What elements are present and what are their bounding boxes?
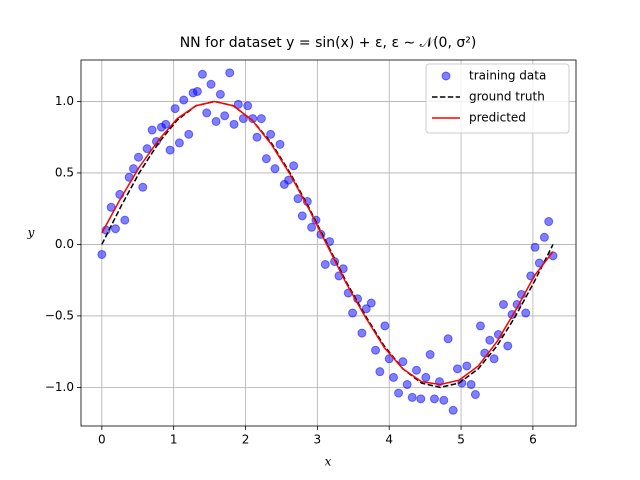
data-point <box>366 298 376 308</box>
data-point <box>120 215 130 225</box>
data-point <box>544 217 554 227</box>
y-tick-label: 0.0 <box>55 237 74 251</box>
data-point <box>371 345 381 355</box>
x-tick-label: 3 <box>314 433 322 447</box>
data-point <box>133 152 143 162</box>
data-point <box>498 299 508 309</box>
data-point <box>320 259 330 269</box>
legend-label: predicted <box>469 111 526 125</box>
data-point <box>485 335 495 345</box>
data-point <box>225 68 235 78</box>
data-point <box>389 372 399 382</box>
y-tick-label: 0.5 <box>55 165 74 179</box>
plot-frame <box>80 59 577 427</box>
data-point <box>503 341 513 351</box>
data-point <box>425 350 435 360</box>
data-point <box>539 232 549 242</box>
data-point <box>266 129 276 139</box>
data-point <box>161 119 171 129</box>
data-point <box>97 249 107 259</box>
y-axis-label: y <box>27 226 35 240</box>
x-tick-label: 5 <box>457 433 465 447</box>
data-point <box>211 116 221 126</box>
data-point <box>530 242 540 252</box>
data-point <box>220 111 230 121</box>
data-point <box>147 125 157 135</box>
data-point <box>289 161 299 171</box>
data-point <box>416 394 426 404</box>
data-point <box>179 95 189 105</box>
legend-label: training data <box>469 69 546 83</box>
x-tick-label: 0 <box>98 433 106 447</box>
line <box>101 100 554 389</box>
data-point <box>297 211 307 221</box>
data-point <box>466 380 476 390</box>
chart-title: NN for dataset y = sin(x) + ε, ε ∼ 𝒩(0, … <box>180 35 477 51</box>
data-point <box>248 114 258 124</box>
data-point <box>475 321 485 331</box>
data-point <box>462 361 472 371</box>
data-point <box>307 222 317 232</box>
data-point <box>439 395 449 405</box>
data-point <box>184 129 194 139</box>
data-point <box>128 164 138 174</box>
data-point <box>270 164 280 174</box>
data-point <box>256 114 266 124</box>
data-point <box>402 380 412 390</box>
y-tick-label: 1.0 <box>55 94 74 108</box>
data-point <box>110 224 120 234</box>
data-point <box>394 388 404 398</box>
data-point <box>192 86 202 96</box>
data-point <box>165 145 175 155</box>
data-point <box>521 308 531 318</box>
x-tick-label: 2 <box>242 433 250 447</box>
data-point <box>489 354 499 364</box>
data-point <box>170 104 180 114</box>
y-tick-label: −0.5 <box>45 308 74 322</box>
data-point <box>452 364 462 374</box>
data-point <box>202 108 212 118</box>
data-point <box>457 378 467 388</box>
data-point <box>443 334 453 344</box>
legend-marker <box>441 71 451 81</box>
data-point <box>448 405 458 415</box>
x-tick-label: 4 <box>385 433 393 447</box>
data-point <box>233 99 243 109</box>
y-tick-label: −1.0 <box>45 380 74 394</box>
data-point <box>429 394 439 404</box>
data-point <box>206 79 216 89</box>
data-point <box>261 154 271 164</box>
data-point <box>138 182 148 192</box>
data-point <box>197 69 207 79</box>
data-point <box>174 138 184 148</box>
legend-label: ground truth <box>469 90 545 104</box>
data-point <box>470 390 480 400</box>
data-point <box>380 321 390 331</box>
data-point <box>229 119 239 129</box>
data-point <box>252 132 262 142</box>
data-point <box>421 372 431 382</box>
data-point <box>412 365 422 375</box>
data-point <box>357 328 367 338</box>
data-point <box>142 144 152 154</box>
data-point <box>375 367 385 377</box>
data-point <box>215 89 225 99</box>
x-tick-label: 1 <box>170 433 178 447</box>
data-point <box>348 308 358 318</box>
data-point <box>238 114 248 124</box>
line <box>101 100 554 386</box>
legend-box <box>425 63 570 134</box>
data-point <box>275 139 285 149</box>
data-point <box>407 392 417 402</box>
data-point <box>243 101 253 111</box>
data-point <box>398 357 408 367</box>
x-axis-label: x <box>325 455 332 469</box>
x-tick-label: 6 <box>529 433 537 447</box>
data-point <box>293 194 303 204</box>
